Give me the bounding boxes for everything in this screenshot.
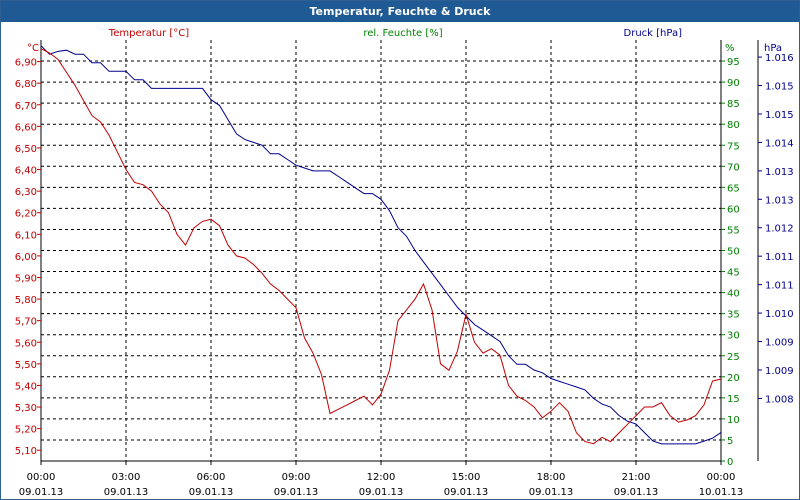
axis-right-tick-label: 1.009: [765, 338, 794, 349]
axis-middle-tick-label: 90: [727, 78, 740, 89]
axis-middle-tick-label: 75: [727, 141, 740, 152]
axis-middle-tick-label: 70: [727, 162, 740, 173]
axis-right-tick-label: 1.016: [765, 53, 794, 64]
axis-left-tick-label: 6,30: [15, 187, 37, 198]
axis-left-tick-label: 5,20: [15, 425, 37, 436]
axis-x-tick-time: 03:00: [112, 472, 141, 483]
axis-middle-unit: %: [725, 43, 735, 54]
axis-middle-tick-label: 10: [727, 415, 740, 426]
series-line-pressure: [40, 45, 722, 445]
axis-right-tick-label: 1.013: [765, 167, 794, 178]
axis-x-tick-date: 09.01.13: [359, 487, 404, 498]
axis-x-tick-date: 09.01.13: [274, 487, 319, 498]
axis-x-tick-date: 09.01.13: [444, 487, 489, 498]
axis-middle-tick-label: 30: [727, 331, 740, 342]
axis-x-tick-time: 06:00: [197, 472, 226, 483]
axis-x-tick-date: 09.01.13: [614, 487, 659, 498]
axis-x-tick-date: 09.01.13: [19, 487, 64, 498]
axis-right-tick-label: 1.012: [765, 224, 794, 235]
axis-left-tick-label: 5,70: [15, 317, 37, 328]
axis-left-tick-label: 6,90: [15, 58, 37, 69]
axis-left-tick-label: 5,30: [15, 403, 37, 414]
series-line-temperature: [40, 48, 722, 445]
axis-left-tick-label: 5,60: [15, 338, 37, 349]
axis-left-tick-label: 6,70: [15, 101, 37, 112]
axis-x-tick-time: 12:00: [367, 472, 396, 483]
axis-x-tick-time: 21:00: [622, 472, 651, 483]
legend-temperature: Temperatur [°C]: [108, 28, 189, 39]
axis-left-tick-label: 5,90: [15, 273, 37, 284]
axis-right-tick-label: 1.009: [765, 366, 794, 377]
axis-middle-tick-label: 25: [727, 352, 740, 363]
axis-middle-tick-label: 45: [727, 268, 740, 279]
axis-middle-tick-label: 95: [727, 57, 740, 68]
axis-x-tick-date: 09.01.13: [529, 487, 574, 498]
legend-pressure: Druck [hPa]: [624, 28, 683, 39]
axis-left-tick-label: 5,10: [15, 446, 37, 457]
axis-middle-tick-label: 5: [727, 436, 733, 447]
axis-x-tick-time: 00:00: [707, 472, 736, 483]
axis-middle-tick-label: 65: [727, 183, 740, 194]
axis-middle-tick-label: 20: [727, 373, 740, 384]
axis-x-tick-time: 18:00: [537, 472, 566, 483]
axis-left-tick-label: 5,80: [15, 295, 37, 306]
axis-right-tick-label: 1.011: [765, 281, 794, 292]
legend-humidity: rel. Feuchte [%]: [363, 28, 442, 39]
axis-middle-tick-label: 15: [727, 394, 740, 405]
axis-left-tick-label: 6,20: [15, 209, 37, 220]
axis-left-tick-label: 6,00: [15, 252, 37, 263]
axis-left-tick-label: 6,40: [15, 166, 37, 177]
axis-x-tick-date: 09.01.13: [104, 487, 149, 498]
axis-middle-tick-label: 55: [727, 225, 740, 236]
axis-left-tick-label: 6,80: [15, 79, 37, 90]
axis-x-tick-time: 09:00: [282, 472, 311, 483]
axis-right-unit: hPa: [764, 43, 782, 54]
axis-right-tick-label: 1.015: [765, 110, 794, 121]
axis-right-tick-label: 1.015: [765, 82, 794, 93]
axis-right-tick-label: 1.013: [765, 195, 794, 206]
axis-middle-tick-label: 85: [727, 99, 740, 110]
axis-right-tick-label: 1.011: [765, 252, 794, 263]
axis-x-tick-date: 09.01.13: [189, 487, 234, 498]
axis-x-tick-time: 15:00: [452, 472, 481, 483]
axis-left-tick-label: 6,60: [15, 122, 37, 133]
axis-middle-tick-label: 60: [727, 204, 740, 215]
chart-title: Temperatur, Feuchte & Druck: [1, 1, 799, 22]
axis-middle-tick-label: 35: [727, 310, 740, 321]
axis-right-tick-label: 1.008: [765, 394, 794, 405]
axis-x-tick-date: 10.01.13: [699, 487, 744, 498]
axis-left-tick-label: 6,50: [15, 144, 37, 155]
axis-left-unit: °C: [27, 43, 39, 54]
axis-x-tick-time: 00:00: [27, 472, 56, 483]
axis-left-tick-label: 5,50: [15, 360, 37, 371]
axis-middle-tick-label: 50: [727, 247, 740, 258]
axis-right-tick-label: 1.010: [765, 309, 794, 320]
axis-middle-tick-label: 0: [727, 457, 733, 468]
axis-middle-tick-label: 40: [727, 289, 740, 300]
axis-left-tick-label: 6,10: [15, 230, 37, 241]
axis-middle-tick-label: 80: [727, 120, 740, 131]
axis-right-tick-label: 1.014: [765, 138, 794, 149]
axis-left-tick-label: 5,40: [15, 381, 37, 392]
